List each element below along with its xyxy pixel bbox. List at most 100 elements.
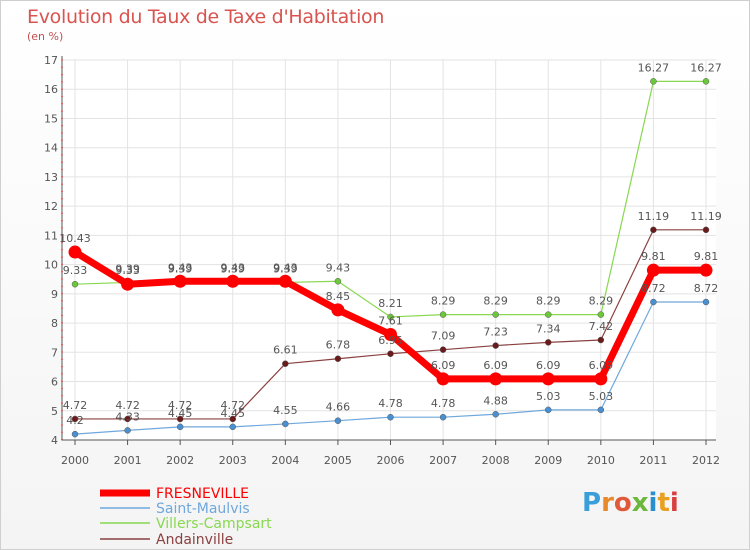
data-label: 4.72 [221, 399, 246, 412]
data-point [597, 336, 605, 344]
data-label: 9.81 [641, 250, 666, 263]
y-axis-dot [61, 329, 63, 331]
y-axis-dot [61, 278, 63, 280]
data-point [282, 360, 289, 367]
data-label: 4.55 [273, 404, 298, 417]
data-point [646, 263, 660, 277]
data-label: 8.72 [694, 282, 719, 295]
logo-letter: P [582, 488, 602, 518]
data-label: 4.45 [221, 407, 246, 420]
x-tick-label: 2002 [166, 454, 194, 467]
data-label: 4.66 [326, 401, 351, 414]
y-axis-dot [61, 292, 63, 295]
data-label: 7.34 [536, 322, 561, 335]
data-label: 5.03 [589, 390, 614, 403]
y-axis-dot [61, 88, 63, 91]
y-axis-dot [61, 102, 63, 105]
y-axis-dot [61, 117, 63, 120]
y-axis-dot [61, 402, 63, 404]
y-axis-dot [61, 139, 63, 142]
data-point [68, 245, 82, 259]
data-point [124, 415, 131, 423]
x-tick-label: 2001 [114, 454, 142, 467]
y-axis-dot [61, 73, 63, 76]
data-label: 9.43 [168, 261, 193, 274]
y-axis-dot [61, 321, 63, 324]
y-axis-dot [61, 175, 63, 178]
y-axis-dot [61, 110, 63, 112]
data-label: 4.78 [378, 397, 403, 410]
data-label: 11.19 [690, 210, 722, 223]
data-label: 9.43 [273, 261, 298, 274]
logo-letter: t [657, 488, 670, 518]
data-point [541, 372, 555, 386]
logo-letter: x [631, 488, 649, 518]
y-axis-dot [61, 212, 63, 215]
y-axis-dot [61, 219, 63, 222]
data-label: 10.43 [59, 232, 91, 245]
data-point [597, 406, 605, 414]
data-point [176, 423, 184, 431]
data-label: 9.33 [115, 264, 140, 277]
y-tick-label: 13 [44, 171, 58, 184]
data-label: 4.33 [115, 410, 140, 423]
y-axis-dot [61, 285, 63, 288]
y-axis-dot [61, 351, 63, 353]
x-tick-label: 2006 [377, 454, 405, 467]
logo-letter: o [613, 488, 632, 518]
data-point [492, 311, 499, 318]
data-label: 8.45 [326, 290, 351, 303]
data-label: 6.09 [536, 359, 561, 372]
y-axis-dot [61, 336, 63, 339]
data-point [650, 226, 657, 234]
data-label: 9.39 [221, 262, 246, 275]
data-point [702, 78, 710, 85]
chart-subtitle: (en %) [27, 30, 64, 43]
data-label: 6.78 [326, 339, 351, 352]
y-axis-dot [61, 380, 63, 383]
logo-letter: r [601, 488, 614, 518]
data-point [545, 311, 552, 318]
data-label: 4.88 [483, 394, 508, 407]
plot-area [62, 60, 716, 440]
data-point [71, 430, 79, 438]
data-label: 6.61 [273, 344, 298, 357]
y-tick-label: 5 [51, 405, 58, 418]
data-label: 4.72 [168, 399, 193, 412]
data-point [282, 420, 289, 428]
y-tick-label: 6 [51, 376, 58, 389]
data-label: 7.23 [483, 326, 508, 339]
data-point [492, 411, 499, 418]
y-axis-dot [61, 256, 63, 258]
y-tick-label: 9 [51, 288, 58, 301]
data-label: 4.72 [115, 399, 140, 412]
data-point [278, 274, 292, 288]
y-axis-dot [61, 59, 63, 61]
data-label: 9.33 [63, 264, 88, 277]
data-point [489, 372, 503, 386]
data-point [387, 313, 394, 321]
y-axis-dot [61, 146, 63, 149]
y-axis-dot [61, 132, 63, 134]
data-label: 6.09 [431, 359, 456, 372]
y-axis-dot [61, 241, 63, 244]
data-point [226, 274, 240, 288]
data-point [702, 298, 710, 306]
data-point [229, 415, 236, 423]
data-point [594, 372, 608, 386]
y-axis-dot [61, 387, 63, 390]
x-tick-label: 2005 [324, 454, 352, 467]
data-label: 5.03 [536, 390, 561, 403]
data-label: 7.61 [378, 314, 403, 327]
data-point [71, 415, 79, 423]
data-point [650, 298, 657, 306]
y-axis-dot [61, 168, 63, 171]
data-label: 9.39 [115, 262, 140, 275]
data-point [387, 350, 394, 358]
y-axis-dot [61, 183, 63, 186]
x-tick-label: 2000 [61, 454, 89, 467]
data-label: 11.19 [638, 210, 670, 223]
legend-entry: FRESNEVILLE [156, 486, 249, 502]
y-tick-label: 17 [44, 54, 58, 67]
data-point [650, 78, 657, 85]
